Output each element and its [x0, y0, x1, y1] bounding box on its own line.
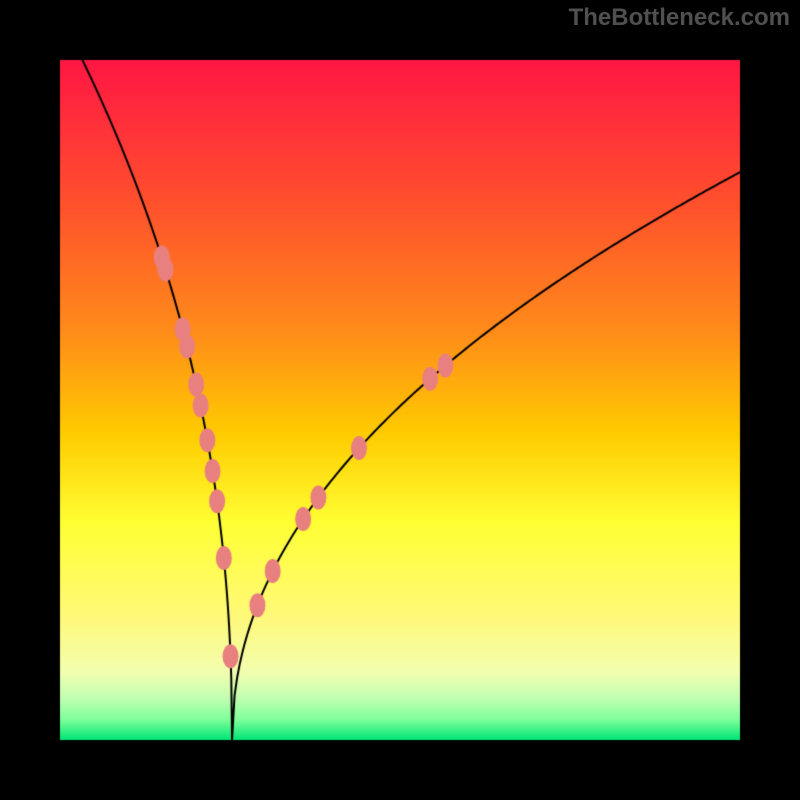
- watermark-text: TheBottleneck.com: [569, 4, 790, 32]
- bottleneck-chart-canvas: [0, 0, 800, 800]
- chart-root: TheBottleneck.com: [0, 0, 800, 800]
